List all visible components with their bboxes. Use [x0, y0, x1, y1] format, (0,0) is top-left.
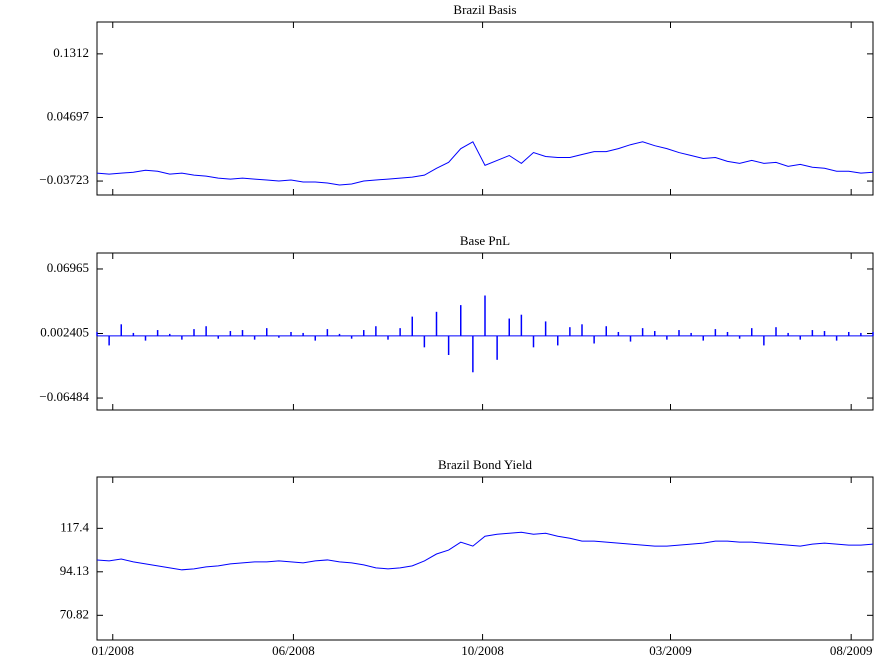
- x-tick-label: 01/2008: [91, 643, 134, 658]
- y-tick-label: −0.06484: [39, 389, 89, 404]
- y-tick-label: 94.13: [60, 563, 89, 578]
- y-tick-label: 70.82: [60, 606, 89, 621]
- x-tick-label: 08/2009: [830, 643, 873, 658]
- x-tick-label: 03/2009: [649, 643, 692, 658]
- data-line: [96, 141, 874, 186]
- y-tick-label: 0.04697: [47, 108, 90, 123]
- y-tick-label: −0.03723: [39, 172, 89, 187]
- y-tick-label: 0.002405: [40, 324, 89, 339]
- y-tick-label: 0.06965: [47, 260, 89, 275]
- plot-frame: [96, 252, 874, 411]
- data-line: [96, 531, 874, 571]
- chart-title: Brazil Basis: [453, 2, 516, 17]
- chart-title: Brazil Bond Yield: [438, 457, 533, 472]
- chart-title: Base PnL: [460, 233, 510, 248]
- plot-frame: [96, 476, 874, 641]
- y-tick-label: 0.1312: [53, 45, 89, 60]
- x-tick-label: 10/2008: [461, 643, 504, 658]
- plot-frame: [96, 21, 874, 196]
- x-tick-label: 06/2008: [272, 643, 315, 658]
- y-tick-label: 117.4: [60, 519, 89, 534]
